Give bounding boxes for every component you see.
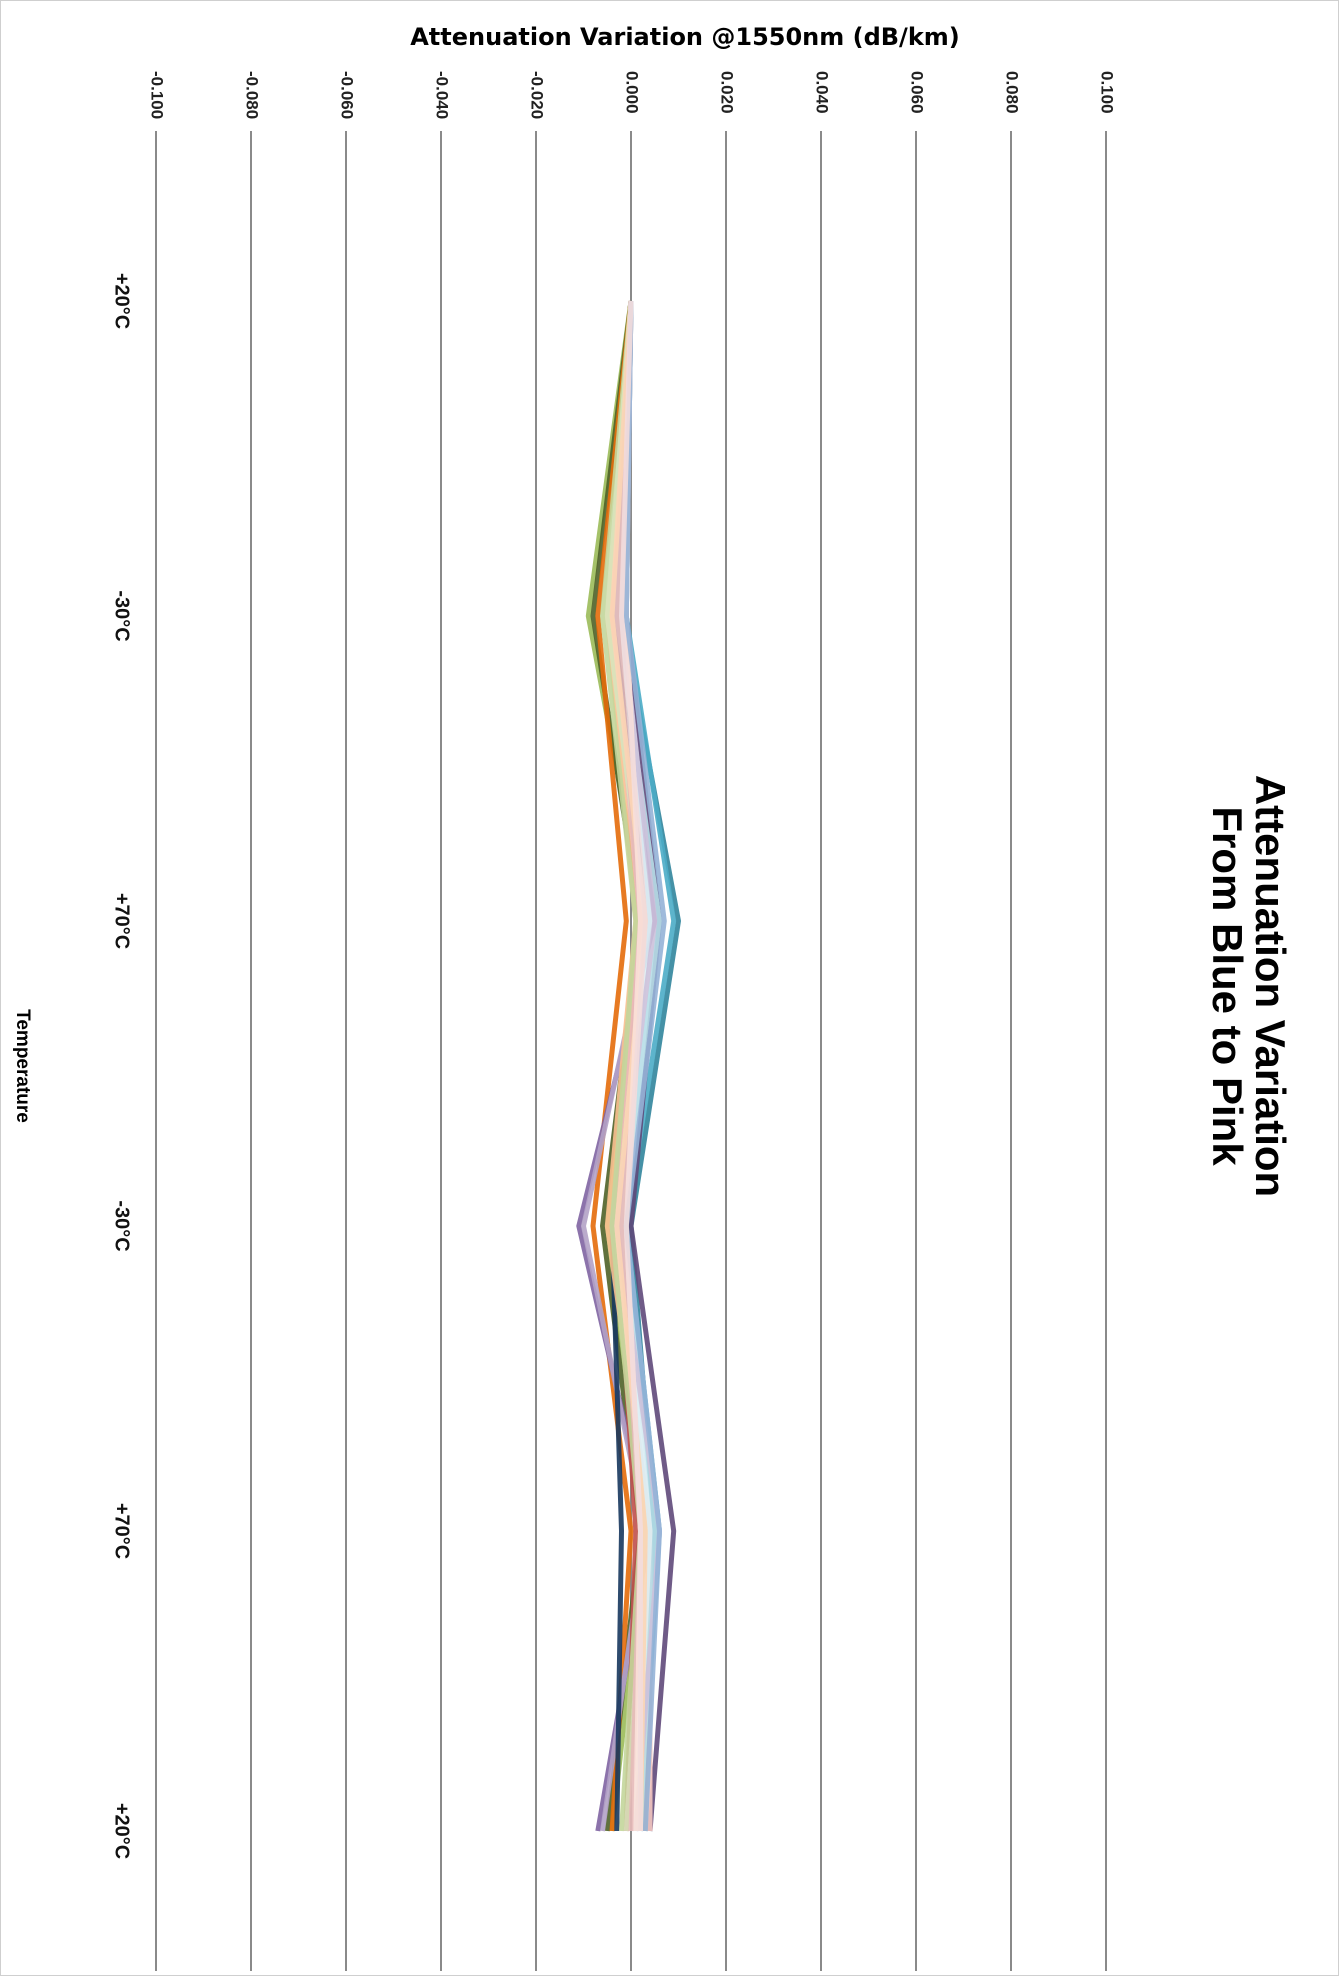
y-tick-label: -0.100 bbox=[148, 71, 167, 119]
series-line-22 bbox=[619, 300, 648, 1831]
y-tick-label: 0.000 bbox=[623, 71, 642, 114]
x-category-label: +70°C bbox=[111, 893, 133, 949]
y-tick-label: 0.040 bbox=[813, 71, 832, 114]
x-axis-label: Temperature bbox=[12, 1009, 33, 1123]
y-tick-label: -0.040 bbox=[433, 71, 452, 119]
y-tick-label: 0.060 bbox=[908, 71, 927, 114]
x-category-label: +20°C bbox=[111, 1803, 133, 1859]
y-tick-label: -0.080 bbox=[243, 71, 262, 119]
chart-title-line-1: Attenuation Variation bbox=[1247, 775, 1294, 1197]
x-axis-categories: +20°C -30°C +70°C -30°C +70°C +20°C bbox=[111, 273, 133, 1859]
y-tick-label: -0.020 bbox=[528, 71, 547, 119]
x-category-label: +70°C bbox=[111, 1503, 133, 1559]
y-tick-label: 0.020 bbox=[718, 71, 737, 114]
x-category-label: +20°C bbox=[111, 273, 133, 329]
series-line-21 bbox=[623, 300, 667, 1832]
y-tick-label: 0.080 bbox=[1003, 71, 1022, 114]
x-category-label: -30°C bbox=[111, 590, 133, 641]
chart-title: Attenuation Variation From Blue to Pink bbox=[1204, 775, 1294, 1197]
y-tick-label: -0.060 bbox=[338, 71, 357, 119]
x-category-label: -30°C bbox=[111, 1200, 133, 1251]
y-tick-label: 0.100 bbox=[1098, 71, 1117, 114]
y-axis-ticks: -0.100 -0.080 -0.060 -0.040 -0.020 0.000 0.020… bbox=[148, 71, 1117, 119]
chart-title-line-2: From Blue to Pink bbox=[1204, 806, 1251, 1166]
series-line-3 bbox=[590, 300, 634, 1832]
series-lines bbox=[576, 300, 681, 1832]
y-axis-label: Attenuation Variation @1550nm (dB/km) bbox=[410, 23, 960, 51]
